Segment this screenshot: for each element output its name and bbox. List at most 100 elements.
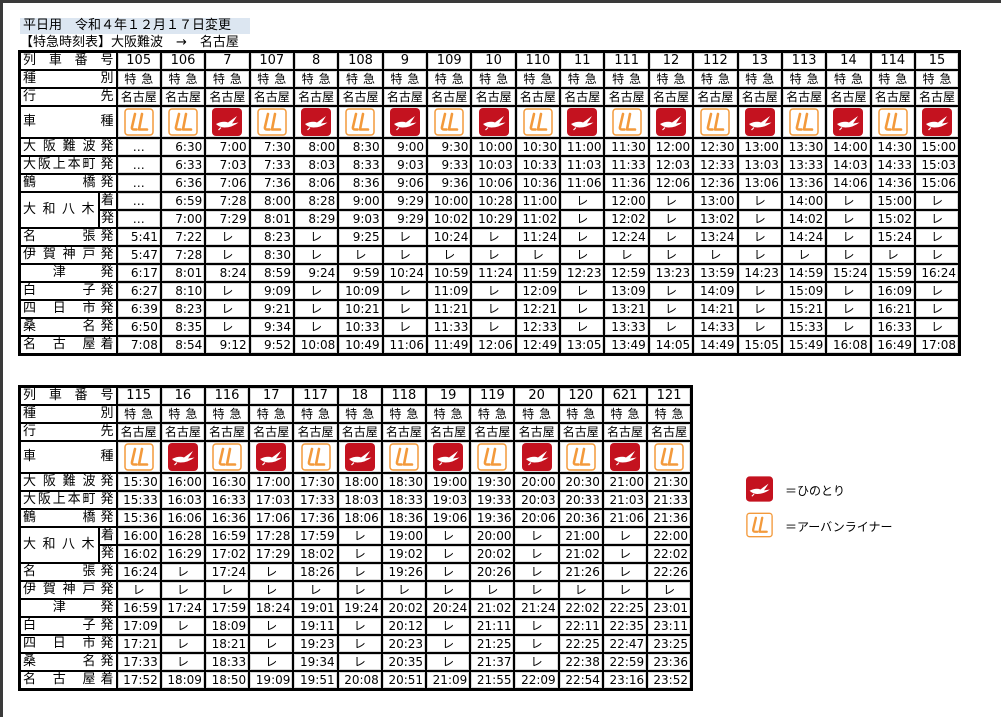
train-type: 特急	[869, 69, 916, 89]
urbanliner-icon	[115, 440, 162, 474]
schedule-note: 平日用 令和４年１２月１７日変更	[20, 18, 250, 34]
station-suffix: 発	[98, 580, 118, 600]
urbanliner-icon	[292, 440, 339, 474]
time-cell: 22:35	[601, 616, 649, 636]
time-cell: 11:33	[603, 155, 650, 175]
time-cell: 13:02	[692, 209, 739, 229]
time-cell: 8:00	[248, 191, 295, 211]
train-number: 117	[292, 385, 339, 406]
pass-mark: レ	[336, 634, 383, 654]
pass-mark: レ	[336, 616, 383, 636]
time-cell: 10:24	[381, 263, 429, 283]
time-cell: 23:36	[646, 652, 693, 672]
station-suffix: 発	[98, 299, 118, 319]
row-label-type: 種別	[18, 404, 118, 424]
time-cell: 22:00	[646, 526, 693, 546]
time-cell: 15:03	[913, 155, 961, 175]
hinotori-icon	[336, 440, 383, 474]
train-type: 特急	[248, 69, 295, 89]
station-suffix: 発	[98, 155, 118, 175]
station-suffix: 発	[98, 317, 118, 337]
time-cell: 15:30	[115, 472, 162, 492]
pass-mark: レ	[425, 616, 472, 636]
train-type: 特急	[381, 69, 429, 89]
time-cell: 13:05	[559, 335, 606, 356]
time-cell: 22:02	[646, 544, 693, 564]
time-cell: 21:00	[601, 472, 649, 492]
pass-mark: レ	[913, 209, 961, 229]
station-suffix: 発	[98, 245, 118, 265]
station-row: 名張発 5:41 7:22 レ 8:23 レ 9:25 レ 10:24 レ 11:24 レ 12:24 レ…	[18, 227, 961, 247]
time-cell: 16:59	[203, 526, 251, 546]
pass-mark: レ	[513, 544, 560, 564]
train-number: 120	[557, 385, 604, 406]
pass-mark: レ	[647, 209, 695, 229]
time-cell: 15:09	[780, 281, 828, 301]
train-number: 109	[426, 50, 473, 71]
time-cell: 12:30	[692, 137, 739, 157]
time-cell: 19:00	[425, 472, 472, 492]
time-cell: 21:24	[513, 598, 560, 618]
time-cell: 22:02	[557, 598, 604, 618]
pass-mark: レ	[780, 245, 828, 265]
timetable-1: 列車番号 105 106 7 107 8 108 9 109 10 110 11 111 12 112 13 1…	[18, 50, 961, 356]
time-cell: 15:06	[913, 173, 961, 193]
station-row: 鶴橋発 15:36 16:06 16:36 17:06 17:36 18:06 18:36 19…	[18, 508, 693, 528]
time-cell: 9:24	[292, 263, 340, 283]
pass-mark: レ	[559, 245, 606, 265]
time-cell: 19:03	[425, 490, 472, 510]
urbanliner-icon	[692, 105, 739, 139]
time-cell: 20:00	[513, 472, 560, 492]
hinotori-icon	[913, 105, 961, 139]
pass-mark: レ	[559, 299, 606, 319]
station-suffix: 発	[98, 137, 118, 157]
row-label-number: 列車番号	[18, 50, 118, 71]
pass-mark: レ	[557, 580, 604, 600]
time-cell: 7:28	[204, 191, 251, 211]
train-type: 特急	[559, 69, 606, 89]
time-cell: 12:49	[514, 335, 562, 356]
time-cell: 16:49	[869, 335, 916, 356]
time-cell: 11:21	[426, 299, 473, 319]
time-cell: 12:06	[647, 173, 695, 193]
station-row: 大和八木着… 6:59 7:28 8:00 8:28 9:00 9:29 10:00 10:28…	[18, 191, 961, 229]
train-destination: 名古屋	[203, 422, 251, 442]
train-type: 特急	[248, 404, 295, 424]
station-suffix: 発	[98, 598, 118, 618]
hinotori-icon	[825, 105, 872, 139]
train-destination: 名古屋	[248, 87, 295, 107]
time-cell: 21:33	[646, 490, 693, 510]
time-cell: 8:30	[337, 137, 384, 157]
time-cell: 15:49	[780, 335, 828, 356]
train-destination: 名古屋	[646, 422, 693, 442]
pass-mark: レ	[514, 245, 562, 265]
time-cell: 20:08	[336, 670, 383, 691]
train-type: 特急	[514, 69, 562, 89]
urbanliner-icon	[780, 105, 828, 139]
time-cell: 13:09	[603, 281, 650, 301]
pass-mark: レ	[336, 526, 383, 546]
pass-mark: レ	[601, 580, 649, 600]
station-row: 名古屋着 7:08 8:54 9:12 9:52 10:08 10:49 11:06 11:49…	[18, 335, 961, 356]
station-name: 桑名	[18, 317, 99, 337]
train-type: 特急	[380, 404, 428, 424]
pass-mark: レ	[426, 245, 473, 265]
pass-mark: レ	[425, 652, 472, 672]
time-cell: 17:03	[248, 490, 295, 510]
train-number: 15	[913, 50, 961, 71]
pass-mark: レ	[646, 580, 693, 600]
station-name: 津	[18, 598, 99, 618]
time-cell: 20:30	[557, 472, 604, 492]
time-cell: 16:09	[869, 281, 916, 301]
time-cell: 7:28	[159, 245, 207, 265]
time-cell: 12:09	[514, 281, 562, 301]
station-suffix: 発	[98, 652, 118, 672]
time-cell: 19:24	[336, 598, 383, 618]
train-destination: 名古屋	[425, 422, 472, 442]
train-number: 12	[647, 50, 695, 71]
pass-mark: レ	[825, 191, 872, 211]
time-cell: 20:26	[469, 562, 516, 582]
time-cell: 12:33	[514, 317, 562, 337]
pass-mark: レ	[736, 227, 783, 247]
time-cell: 19:00	[380, 526, 428, 546]
